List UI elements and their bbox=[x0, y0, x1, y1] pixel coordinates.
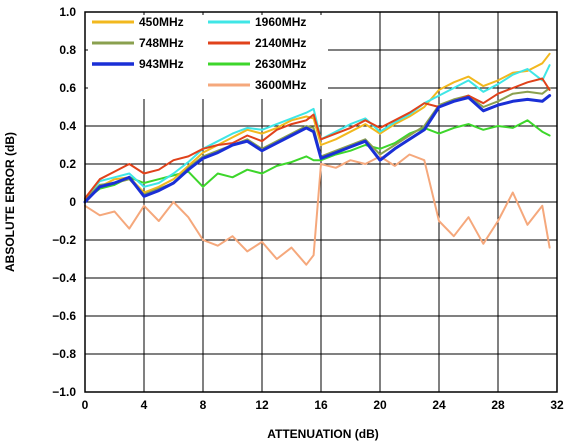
y-tick-label: −1.0 bbox=[52, 385, 76, 399]
x-tick-label: 16 bbox=[314, 398, 328, 412]
x-axis-title: ATTENUATION (dB) bbox=[267, 427, 379, 441]
series-line-450mhz bbox=[84, 52, 551, 202]
x-tick-label: 0 bbox=[82, 398, 89, 412]
legend-label: 450MHz bbox=[139, 15, 184, 29]
series-line-3600mhz bbox=[84, 153, 551, 266]
y-tick-label: 0.8 bbox=[59, 43, 76, 57]
y-tick-label: −0.8 bbox=[52, 347, 76, 361]
legend-label: 1960MHz bbox=[255, 15, 306, 29]
y-tick-label: 0 bbox=[69, 195, 76, 209]
y-tick-label: 0.4 bbox=[59, 119, 76, 133]
y-tick-label: 1.0 bbox=[59, 5, 76, 19]
x-tick-label: 28 bbox=[491, 398, 505, 412]
x-tick-label: 32 bbox=[550, 398, 564, 412]
y-tick-label: −0.4 bbox=[52, 271, 76, 285]
x-tick-label: 12 bbox=[255, 398, 269, 412]
plot-border bbox=[84, 11, 558, 393]
x-tick-label: 8 bbox=[200, 398, 207, 412]
legend: 450MHz 748MHz 943MHz 1960MHz 2140MHz 2630MHz 3… bbox=[92, 15, 306, 92]
y-axis-title: ABSOLUTE ERROR (dB) bbox=[3, 132, 17, 272]
series-lines bbox=[83, 52, 552, 266]
y-tick-label: −0.6 bbox=[52, 309, 76, 323]
legend-label: 2630MHz bbox=[255, 57, 306, 71]
y-tick-label: −0.2 bbox=[52, 233, 76, 247]
y-tick-label: 0.6 bbox=[59, 81, 76, 95]
legend-label: 748MHz bbox=[139, 36, 184, 50]
series-line-943mhz bbox=[83, 94, 552, 204]
legend-label: 943MHz bbox=[139, 57, 184, 71]
series-line-2140mhz bbox=[84, 77, 551, 200]
legend-label: 3600MHz bbox=[255, 78, 306, 92]
x-tick-label: 24 bbox=[432, 398, 446, 412]
tick-labels: 0 4 8 12 16 20 24 28 32 1.0 0.8 0.6 0.4 0.2 0 −0.2 −0.4 −… bbox=[52, 5, 564, 412]
x-tick-label: 4 bbox=[141, 398, 148, 412]
x-tick-label: 20 bbox=[373, 398, 387, 412]
y-tick-label: 0.2 bbox=[59, 157, 76, 171]
plot-frame bbox=[84, 11, 558, 393]
legend-label: 2140MHz bbox=[255, 36, 306, 50]
